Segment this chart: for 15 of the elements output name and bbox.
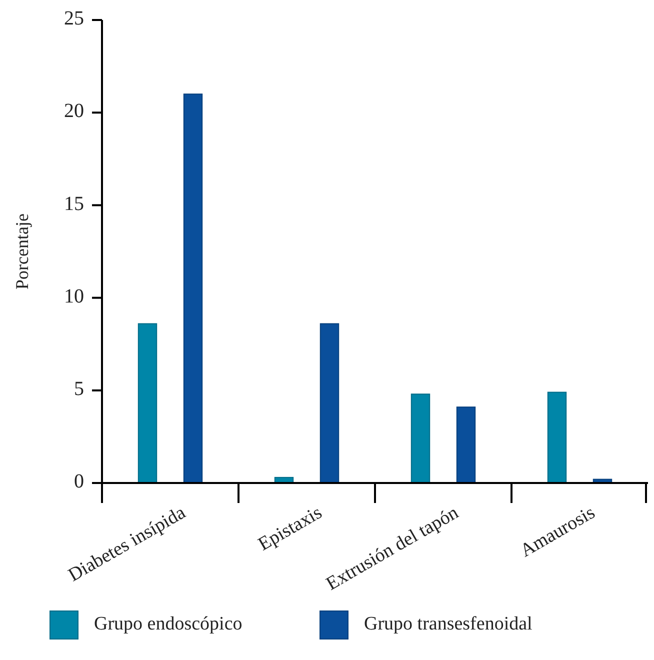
y-tick-label: 5: [74, 378, 84, 400]
y-tick-label: 25: [64, 8, 84, 30]
bar: [456, 406, 476, 484]
y-tick-label: 20: [64, 100, 84, 122]
bar: [410, 394, 430, 484]
bar: [183, 94, 203, 484]
bar: [320, 323, 340, 484]
bar: [138, 323, 158, 484]
y-tick-label: 0: [74, 470, 84, 493]
y-tick-label: 10: [64, 285, 84, 308]
legend-label: Grupo transesfenoidal: [364, 613, 532, 634]
y-tick-label: 15: [64, 192, 84, 215]
y-axis-title: Porcentaje: [12, 214, 32, 290]
legend-label: Grupo endoscópico: [94, 613, 242, 634]
bar: [547, 392, 567, 484]
